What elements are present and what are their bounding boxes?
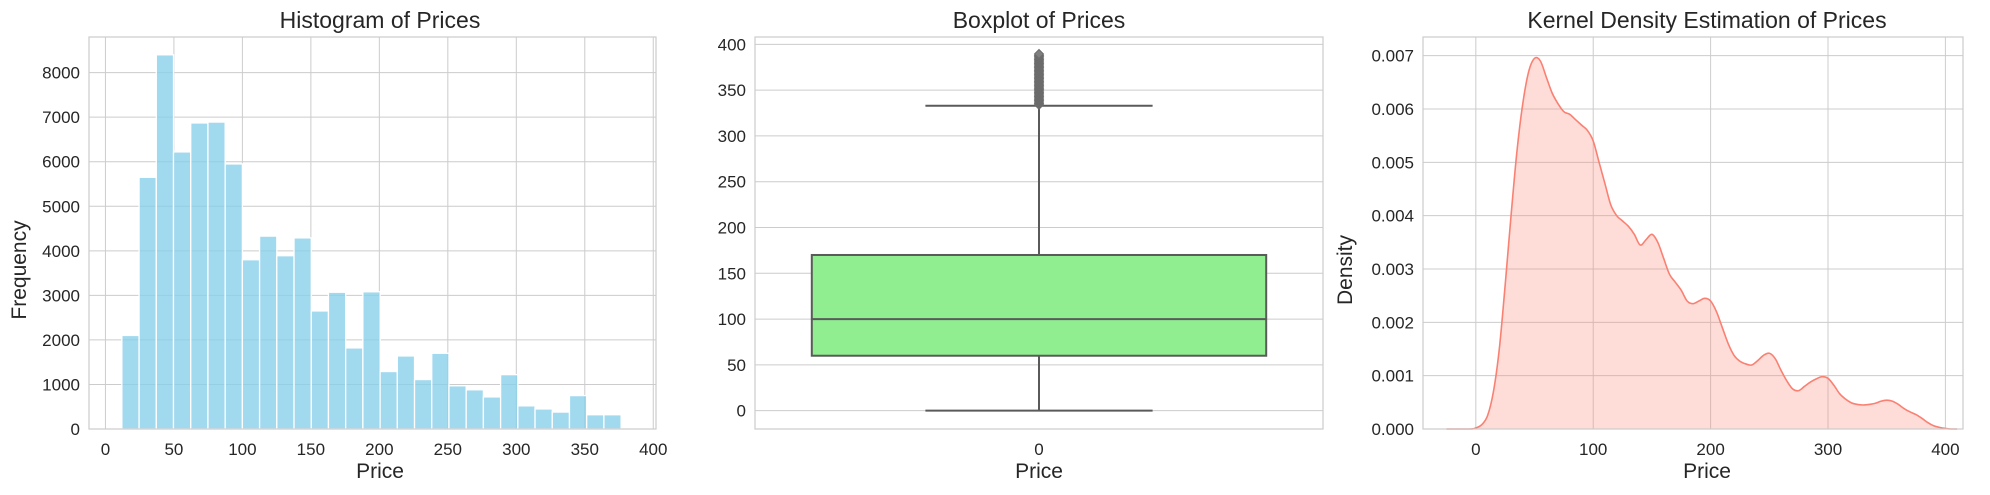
boxplot-y-tick-label: 350 <box>718 81 746 100</box>
histogram-bar <box>413 378 433 430</box>
histogram-bar <box>465 389 485 430</box>
kde-y-tick-label: 0.001 <box>1371 367 1414 386</box>
boxplot-box <box>810 253 1268 357</box>
kde-y-tick-label: 0.000 <box>1371 420 1414 439</box>
histogram-bar <box>396 355 416 430</box>
histogram-y-tick-label: 5000 <box>42 197 80 216</box>
boxplot-title: Boxplot of Prices <box>953 7 1126 33</box>
histogram-bar <box>207 121 226 430</box>
boxplot-x-tick-label: 0 <box>1034 440 1043 459</box>
kde-x-tick-label: 0 <box>1471 440 1480 459</box>
histogram-x-tick-label: 150 <box>297 440 325 459</box>
boxplot-axes-frame <box>754 36 1324 430</box>
histogram-bar <box>568 394 588 430</box>
kde-x-tick-label: 400 <box>1931 440 1959 459</box>
histogram-bar <box>603 414 622 430</box>
histogram-y-tick-label: 6000 <box>42 153 80 172</box>
kde-area <box>1446 57 1958 429</box>
histogram-bar <box>293 237 312 430</box>
kde-axes-frame <box>1422 36 1964 430</box>
kde-y-label: Density <box>1334 234 1357 305</box>
boxplot-y-tick-label: 400 <box>718 35 746 54</box>
histogram-y-tick-label: 0 <box>71 420 80 439</box>
histogram-x-label: Price <box>356 460 404 483</box>
histogram-bar <box>172 151 192 430</box>
histogram-bar <box>224 163 244 430</box>
kde-line <box>1446 56 1958 430</box>
histogram-bar <box>499 374 519 430</box>
histogram-bar <box>345 347 364 430</box>
kde-panel: Kernel Density Estimation of Prices Pric… <box>1334 7 1964 483</box>
kde-y-tick-label: 0.005 <box>1371 153 1414 172</box>
kde-y-tick-label: 0.003 <box>1371 260 1414 279</box>
kde-x-tick-label: 300 <box>1814 440 1842 459</box>
boxplot-y-tick-label: 150 <box>718 264 746 283</box>
histogram-y-label: Frequency <box>8 220 31 320</box>
histogram-bar <box>517 405 536 430</box>
histogram-x-tick-label: 350 <box>571 440 599 459</box>
boxplot-y-tick-label: 300 <box>718 127 746 146</box>
histogram-axes-frame <box>88 36 657 430</box>
histogram-bar <box>534 408 553 430</box>
histogram-x-tick-label: 250 <box>434 440 462 459</box>
histogram-bar <box>155 54 175 430</box>
boxplot-panel: Boxplot of Prices Price 0 50 100 150 200 250 3… <box>718 7 1324 483</box>
kde-y-tick-label: 0.004 <box>1371 207 1414 226</box>
histogram-x-tick-label: 50 <box>164 440 183 459</box>
histogram-y-tick-label: 7000 <box>42 108 80 127</box>
boxplot-y-tick-label: 0 <box>737 402 746 421</box>
boxplot-y-tick-label: 200 <box>718 219 746 238</box>
kde-y-tick-label: 0.007 <box>1371 47 1414 66</box>
boxplot-y-tick-label: 250 <box>718 173 746 192</box>
histogram-bar <box>482 396 502 430</box>
boxplot-y-tick-label: 100 <box>718 310 746 329</box>
histogram-x-tick-label: 0 <box>101 440 110 459</box>
histogram-bar <box>431 352 450 430</box>
histogram-y-tick-label: 8000 <box>42 64 80 83</box>
kde-y-tick-label: 0.002 <box>1371 313 1414 332</box>
kde-x-tick-label: 100 <box>1579 440 1607 459</box>
histogram-bar <box>362 291 381 430</box>
histogram-bar <box>551 411 571 430</box>
kde-x-tick-label: 200 <box>1696 440 1724 459</box>
histogram-bar <box>138 176 157 430</box>
histogram-title: Histogram of Prices <box>280 7 481 33</box>
kde-title: Kernel Density Estimation of Prices <box>1527 7 1886 33</box>
kde-x-label: Price <box>1683 460 1731 483</box>
histogram-bar <box>258 235 278 430</box>
boxplot-x-label: Price <box>1015 460 1063 483</box>
boxplot-y-tick-label: 50 <box>727 356 746 375</box>
histogram-bar <box>327 291 347 430</box>
histogram-bar <box>448 385 467 430</box>
histogram-bar <box>121 334 140 430</box>
histogram-bar <box>310 310 330 430</box>
histogram-x-tick-label: 300 <box>502 440 530 459</box>
histogram-x-tick-label: 100 <box>228 440 256 459</box>
histogram-y-tick-label: 4000 <box>42 242 80 261</box>
histogram-panel: Histogram of Prices Price Frequency 0 50 1… <box>8 7 667 483</box>
histogram-bar <box>276 255 295 430</box>
histogram-bar <box>190 122 209 430</box>
histogram-x-tick-label: 400 <box>639 440 667 459</box>
histogram-y-tick-label: 2000 <box>42 331 80 350</box>
histogram-y-tick-label: 1000 <box>42 375 80 394</box>
histogram-bar <box>379 370 398 430</box>
boxplot-outlier <box>1033 48 1045 60</box>
histogram-bar <box>586 414 605 430</box>
kde-y-tick-label: 0.006 <box>1371 100 1414 119</box>
histogram-bar <box>241 259 261 430</box>
histogram-y-tick-label: 3000 <box>42 286 80 305</box>
histogram-x-tick-label: 200 <box>365 440 393 459</box>
